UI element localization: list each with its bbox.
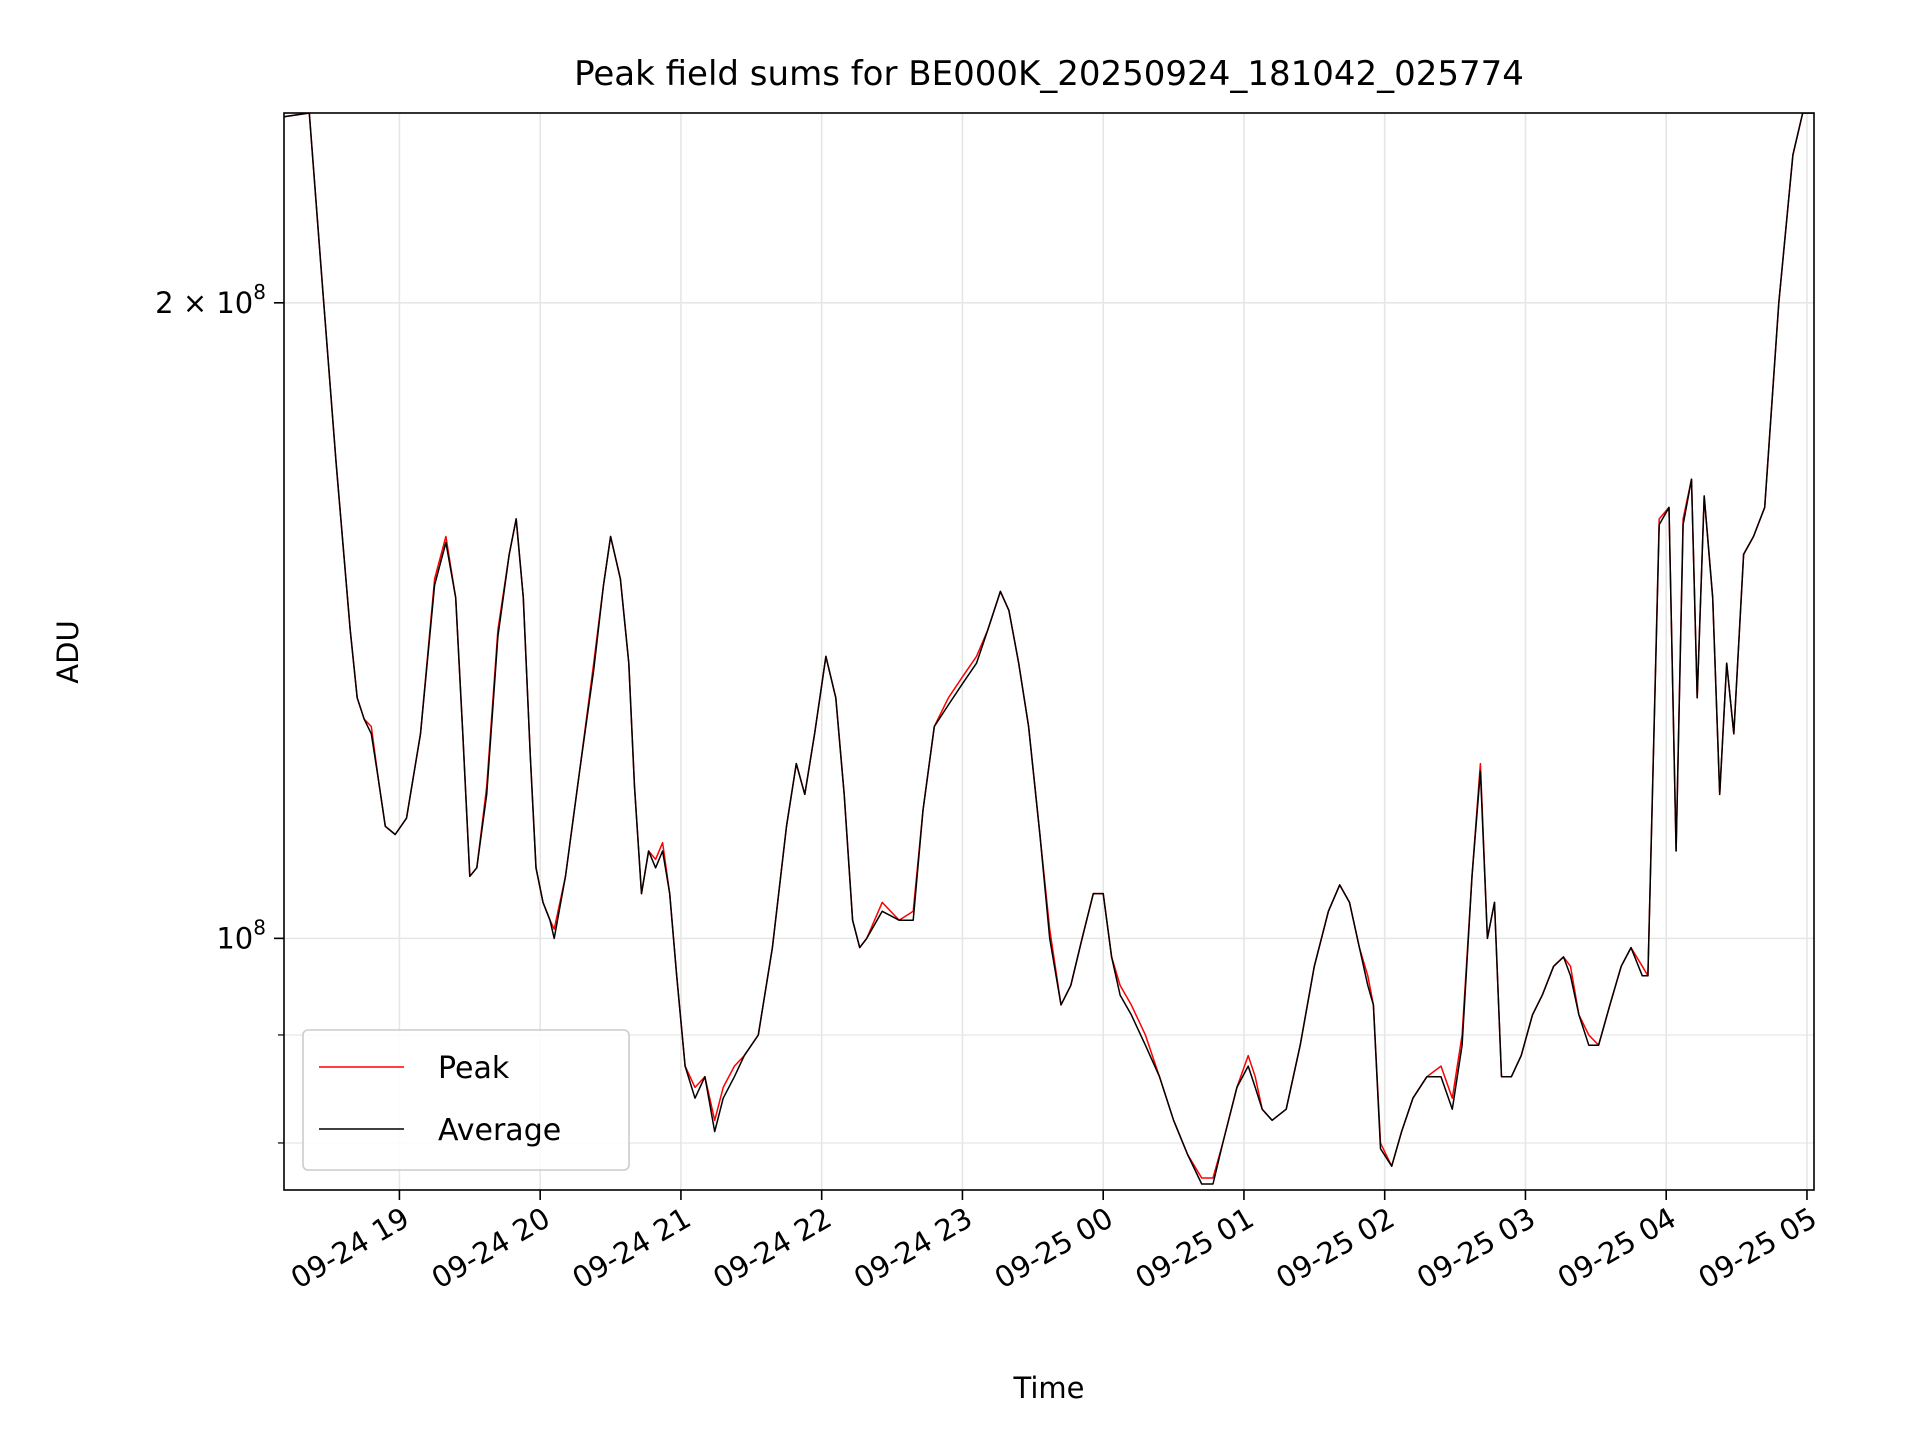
y-axis-label: ADU	[51, 620, 85, 683]
legend-box	[302, 1029, 630, 1171]
y-tick-label: 108	[216, 915, 266, 955]
series-lines	[284, 113, 1814, 1185]
y-tick-label: 2 × 108	[155, 280, 266, 320]
series-line-average	[284, 113, 1814, 1185]
plot-frame	[283, 112, 1815, 1191]
legend: Peak Average	[302, 1029, 630, 1171]
plot-area	[284, 113, 1814, 1190]
grid	[284, 113, 1814, 1190]
legend-peak-label: Peak	[438, 1051, 510, 1086]
legend-average-label: Average	[438, 1113, 561, 1148]
chart-title: Peak field sums for BE000K_20250924_1810…	[574, 54, 1524, 94]
x-axis-label: Time	[1013, 1371, 1085, 1405]
